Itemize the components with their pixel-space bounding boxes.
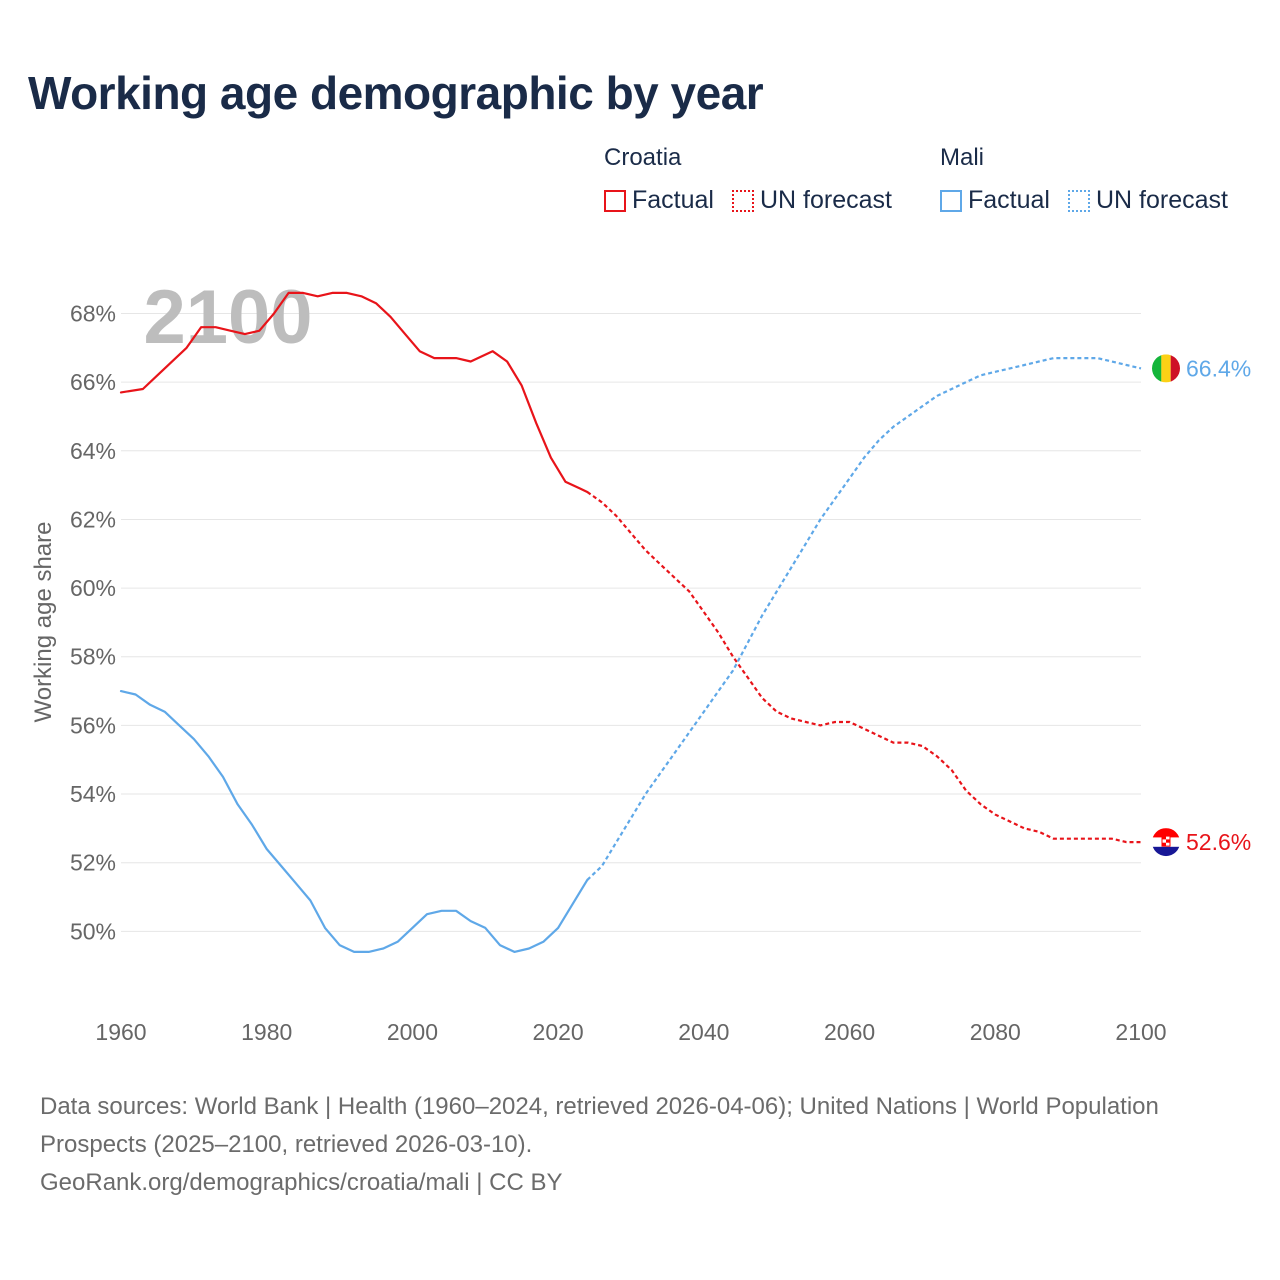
legend-mali-forecast[interactable]: UN forecast	[1067, 186, 1228, 215]
mali-end-label: 66.4%	[1186, 355, 1251, 381]
attribution: GeoRank.org/demographics/croatia/mali | …	[40, 1169, 563, 1196]
x-tick-label: 2040	[678, 1019, 729, 1045]
legend-mali: Mali Factual UN forecast	[940, 144, 1228, 215]
x-tick-label: 2000	[387, 1019, 438, 1045]
x-tick-label: 2100	[1115, 1019, 1166, 1045]
legend-label: UN forecast	[1095, 186, 1228, 214]
croatia-forecast-line[interactable]	[586, 491, 1141, 844]
solid-swatch-icon	[604, 189, 626, 212]
y-tick-label: 56%	[70, 712, 116, 738]
y-tick-label: 62%	[70, 506, 116, 532]
legend-label: Factual	[968, 186, 1050, 214]
y-tick-label: 54%	[70, 781, 116, 807]
legend-label: UN forecast	[759, 186, 892, 214]
y-tick-label: 58%	[70, 644, 116, 670]
y-tick-label: 68%	[70, 300, 116, 326]
year-watermark: 2100	[143, 275, 312, 360]
croatia-factual-line[interactable]	[119, 291, 589, 494]
x-tick-label: 1960	[95, 1019, 146, 1045]
legend-croatia-forecast[interactable]: UN forecast	[731, 186, 892, 215]
dotted-swatch-icon	[1067, 189, 1090, 212]
x-tick-label: 2080	[970, 1019, 1021, 1045]
legend-mali-factual[interactable]: Factual	[940, 186, 1050, 215]
mali-forecast-line[interactable]	[586, 357, 1142, 881]
y-tick-label: 64%	[70, 438, 116, 464]
dotted-swatch-icon	[731, 189, 754, 212]
y-tick-label: 50%	[70, 918, 116, 944]
mali-flag-icon	[1152, 354, 1180, 383]
x-tick-label: 2020	[533, 1019, 584, 1045]
solid-swatch-icon	[940, 189, 962, 212]
legend-group-name: Mali	[940, 144, 985, 171]
legend-croatia-factual[interactable]: Factual	[604, 186, 714, 215]
y-tick-label: 52%	[70, 850, 116, 876]
legend-label: Factual	[632, 186, 714, 214]
legend-group-name: Croatia	[604, 144, 682, 171]
y-tick-label: 60%	[70, 575, 116, 601]
data-sources: Data sources: World Bank | Health (1960–…	[40, 1093, 1159, 1158]
mali-factual-line[interactable]	[119, 690, 589, 953]
y-axis-label: Working age share	[30, 522, 57, 723]
chart-title: Working age demographic by year	[28, 67, 764, 119]
x-tick-label: 1980	[241, 1019, 292, 1045]
croatia-flag-icon	[1152, 828, 1180, 857]
legend-croatia: Croatia Factual UN forecast	[604, 144, 892, 215]
croatia-end-label: 52.6%	[1186, 829, 1251, 855]
x-tick-label: 2060	[824, 1019, 875, 1045]
footer: Data sources: World Bank | Health (1960–…	[40, 1088, 1220, 1202]
y-tick-label: 66%	[70, 369, 116, 395]
